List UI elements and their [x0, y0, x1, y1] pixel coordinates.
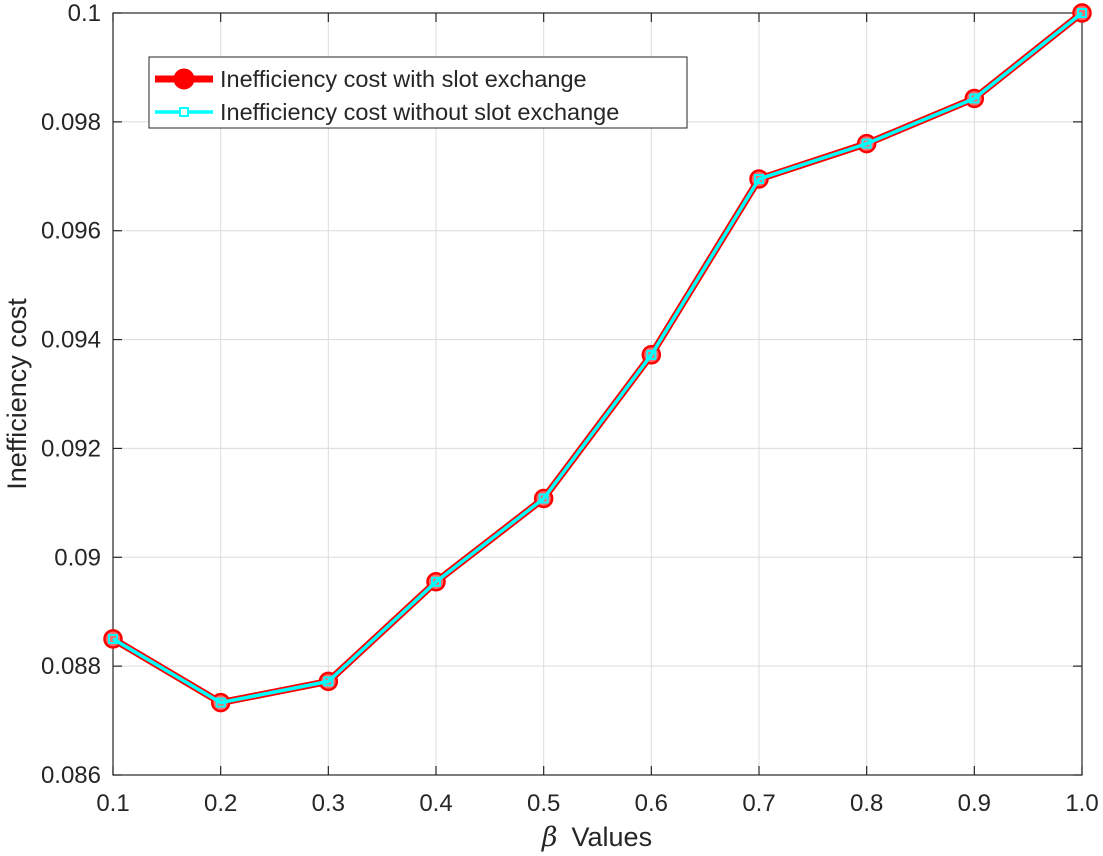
- y-tick-label: 0.092: [41, 435, 101, 462]
- point-without-slot-exchange: [969, 93, 980, 104]
- point-without-slot-exchange: [431, 576, 441, 587]
- point-with-slot-exchange: [103, 629, 123, 649]
- x-tick-label: 0.5: [527, 790, 560, 817]
- legend: Inefficiency cost with slot exchange Ine…: [148, 56, 688, 129]
- point-without-slot-exchange: [108, 633, 118, 644]
- y-tick-label: 0.088: [41, 653, 101, 680]
- y-tick-label: 0.094: [41, 327, 101, 354]
- point-without-slot-exchange: [323, 676, 334, 687]
- y-tick-label: 0.096: [41, 218, 101, 245]
- x-tick-label: 0.4: [419, 790, 452, 817]
- x-tick-label: 0.3: [312, 790, 345, 817]
- x-tick-label: 0.2: [204, 790, 237, 817]
- y-tick-label: 0.1: [68, 0, 101, 27]
- y-tick-label: 0.086: [41, 762, 101, 789]
- x-tick-label: 0.6: [635, 790, 668, 817]
- y-axis-title: Inefficiency cost: [2, 298, 32, 490]
- point-without-slot-exchange: [1077, 8, 1087, 18]
- series-line-without-slot-exchange: [112, 11, 1084, 705]
- x-tick-label: 0.1: [96, 790, 129, 817]
- plot-area: [113, 13, 1082, 775]
- x-tick-label: 0.7: [742, 790, 775, 817]
- x-tick-label: 0.9: [958, 790, 991, 817]
- point-without-slot-exchange: [754, 174, 764, 185]
- x-axis-symbol: β: [541, 822, 558, 853]
- legend-label-with-slot-exchange: Inefficiency cost with slot exchange: [220, 66, 587, 92]
- point-without-slot-exchange: [215, 697, 226, 708]
- x-axis-text: Values: [572, 822, 653, 852]
- x-axis-title: β Values: [541, 822, 652, 853]
- plot-frame: [112, 12, 1083, 776]
- series-layer: [103, 3, 1092, 713]
- point-without-slot-exchange: [538, 493, 549, 504]
- x-tick-label: 1.0: [1065, 790, 1098, 817]
- legend-box: [148, 56, 688, 129]
- point-without-slot-exchange: [646, 349, 657, 360]
- axis-ticks: 0.1 0.2 0.3 0.4 0.5 0.6 0.7 0.8 0.9 1.0 0.086 0.088…: [41, 0, 1099, 817]
- y-tick-label: 0.09: [54, 544, 101, 571]
- x-tick-label: 0.8: [850, 790, 883, 817]
- legend-label-without-slot-exchange: Inefficiency cost without slot exchange: [220, 99, 619, 125]
- point-without-slot-exchange: [861, 138, 872, 149]
- legend-marker-without-slot-exchange: [179, 107, 189, 117]
- legend-marker-with-slot-exchange: [173, 68, 195, 90]
- y-tick-label: 0.098: [41, 109, 101, 136]
